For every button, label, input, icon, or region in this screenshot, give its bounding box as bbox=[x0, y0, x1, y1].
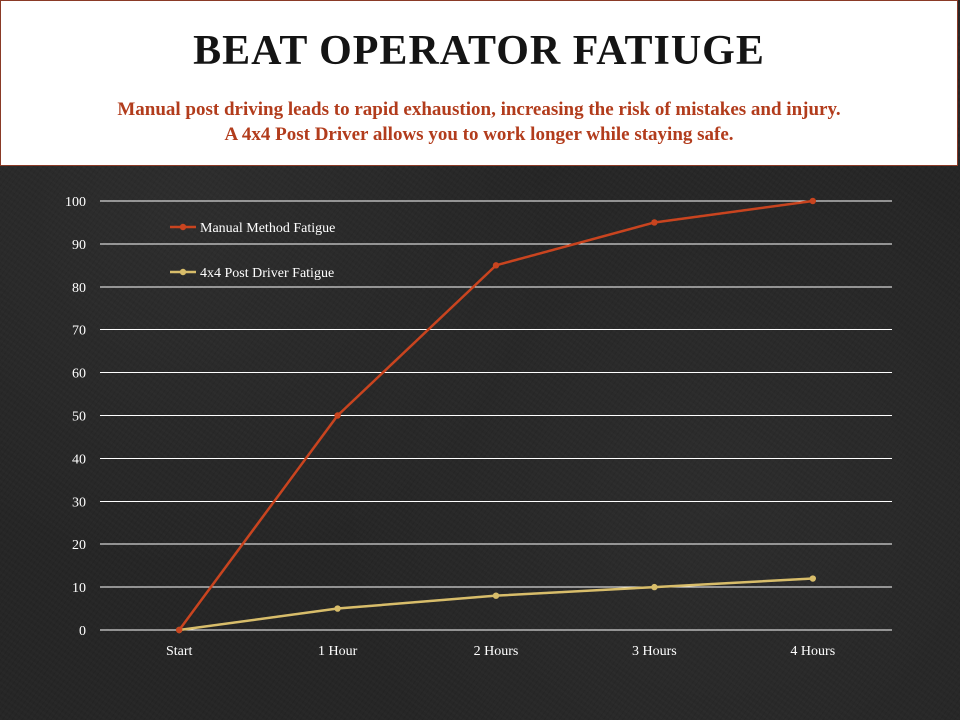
y-tick-label-100: 100 bbox=[65, 195, 86, 210]
legend-label-4x4-post-driver-fatigue: 4x4 Post Driver Fatigue bbox=[200, 266, 334, 281]
y-tick-label-0: 0 bbox=[79, 624, 86, 639]
x-tick-label-4-hours: 4 Hours bbox=[790, 644, 835, 659]
x-tick-label-2-hours: 2 Hours bbox=[474, 644, 519, 659]
data-point-4x4-post-driver-fatigue-1 bbox=[334, 605, 341, 612]
y-tick-label-80: 80 bbox=[72, 281, 86, 296]
y-tick-label-10: 10 bbox=[72, 581, 86, 596]
subtitle-line-1: Manual post driving leads to rapid exhau… bbox=[117, 99, 841, 120]
legend-marker-4x4-post-driver-fatigue bbox=[179, 268, 187, 276]
data-point-manual-method-fatigue-1 bbox=[334, 412, 341, 419]
y-tick-label-20: 20 bbox=[72, 538, 86, 553]
data-point-manual-method-fatigue-2 bbox=[492, 262, 500, 269]
data-point-4x4-post-driver-fatigue-2 bbox=[492, 592, 500, 599]
x-tick-label-start: Start bbox=[166, 644, 193, 659]
series-line-4x4-post-driver-fatigue bbox=[177, 577, 815, 632]
subtitle-line-2: A 4x4 Post Driver allows you to work lon… bbox=[224, 124, 734, 145]
y-tick-label-50: 50 bbox=[72, 410, 86, 425]
legend-marker-manual-method-fatigue bbox=[179, 223, 187, 231]
data-point-manual-method-fatigue-0 bbox=[176, 626, 183, 634]
legend-label-manual-method-fatigue: Manual Method Fatigue bbox=[200, 221, 335, 236]
page-title: BEAT OPERATOR FATIUGE bbox=[193, 28, 765, 74]
data-point-manual-method-fatigue-4 bbox=[809, 197, 816, 205]
y-tick-label-70: 70 bbox=[72, 324, 86, 339]
subtitle: Manual post driving leads to rapid exhau… bbox=[1, 97, 957, 147]
y-tick-label-30: 30 bbox=[72, 495, 86, 510]
y-tick-label-90: 90 bbox=[72, 238, 86, 253]
y-tick-label-60: 60 bbox=[72, 367, 86, 382]
y-tick-label-40: 40 bbox=[72, 452, 86, 467]
title-banner: BEAT OPERATOR FATIUGE Manual post drivin… bbox=[0, 0, 958, 166]
data-point-4x4-post-driver-fatigue-3 bbox=[651, 583, 658, 591]
data-point-4x4-post-driver-fatigue-4 bbox=[809, 575, 816, 582]
data-point-manual-method-fatigue-3 bbox=[651, 219, 658, 226]
x-tick-label-1-hour: 1 Hour bbox=[318, 644, 358, 659]
x-tick-label-3-hours: 3 Hours bbox=[632, 644, 677, 659]
